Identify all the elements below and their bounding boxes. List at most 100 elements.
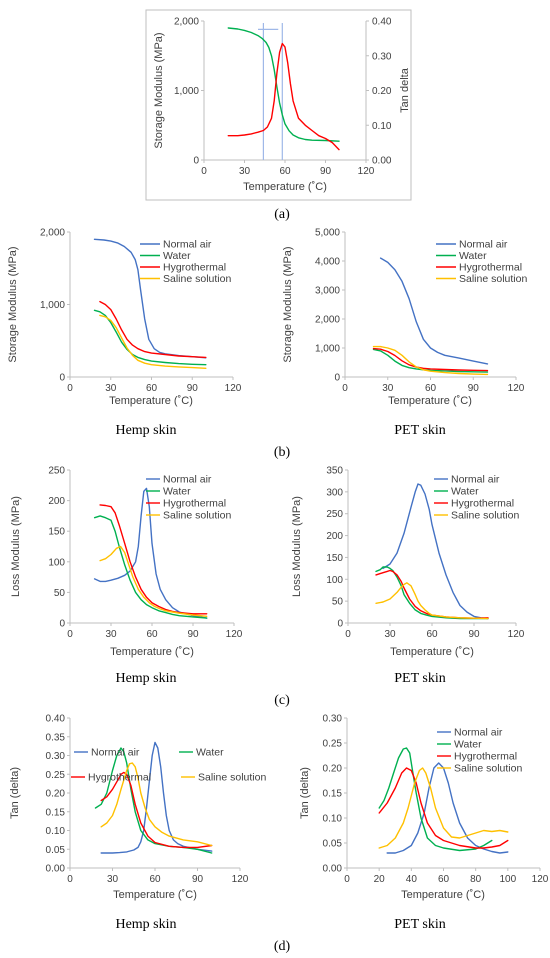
- legend-label: Normal air: [163, 474, 212, 486]
- chart-c-hemp: 0 30 60 90 120 0 50 100 150 200 250 Temperature (˚C…: [10, 466, 243, 659]
- x-tick-label: 120: [225, 383, 242, 394]
- y-tick-label: 4,000: [315, 257, 340, 268]
- y-tick-label: 150: [48, 527, 65, 538]
- x-tick-label: 30: [382, 383, 394, 394]
- x-tick-label: 60: [146, 383, 158, 394]
- caption-c: (c): [274, 693, 290, 708]
- y2-tick-label: 0.00: [372, 156, 392, 167]
- x-tick-label: 80: [470, 874, 482, 885]
- series-water-line: [227, 27, 340, 142]
- x-tick-label: 120: [508, 629, 525, 640]
- y-tick-label: 1,000: [315, 344, 340, 355]
- x-tick-label: 60: [149, 874, 161, 885]
- x-tick-label: 60: [438, 874, 450, 885]
- x-tick-label: 100: [499, 874, 516, 885]
- y-axis-label: Storage Modulus (MPa): [7, 246, 19, 362]
- y-tick-label: 50: [54, 588, 66, 599]
- legend-label: Water: [459, 250, 487, 262]
- x-tick-label: 20: [374, 874, 386, 885]
- y-tick-label: 0.35: [46, 732, 66, 743]
- y-tick-label: 0: [193, 156, 199, 167]
- y-tick-label: 0: [337, 619, 343, 630]
- y-tick-label: 1,000: [40, 300, 65, 311]
- x-tick-label: 90: [187, 383, 199, 394]
- legend-label: Hygrothermal: [451, 498, 514, 510]
- x-tick-label: 60: [146, 629, 158, 640]
- legend-label: Normal air: [163, 239, 212, 251]
- series-hygrothermal-line: [99, 300, 207, 359]
- y-tick-label: 350: [326, 466, 343, 477]
- series-normal-air-line: [386, 762, 509, 854]
- y-tick-label: 0: [59, 619, 65, 630]
- x-axis-label: Temperature (˚C): [113, 889, 197, 901]
- legend-label: Water: [454, 739, 482, 751]
- x-tick-label: 60: [426, 629, 438, 640]
- y-tick-label: 0.25: [46, 770, 66, 781]
- y-tick-label: 100: [326, 575, 343, 586]
- legend-label: Water: [163, 250, 191, 262]
- x-tick-label: 30: [105, 383, 117, 394]
- chart-b-pet: 0 30 60 90 120 0 1,000 2,000 3,000 4,000 5,000 Temp…: [282, 228, 527, 408]
- y-tick-label: 0.25: [323, 739, 343, 750]
- caption-c-pet: PET skin: [394, 671, 445, 686]
- y2-tick-label: 0.40: [372, 17, 392, 28]
- x-tick-label: 90: [468, 383, 480, 394]
- series-water-line: [372, 348, 489, 373]
- y-tick-label: 0.20: [46, 789, 66, 800]
- chart-d-hemp: 0 30 60 90 120 0.00 0.05 0.10 0.15 0.20 0.25 0.30 0.…: [9, 714, 266, 902]
- x-tick-label: 0: [344, 874, 350, 885]
- series-saline-solution-line: [100, 762, 213, 847]
- series-water-line: [375, 566, 489, 620]
- y-tick-label: 200: [326, 531, 343, 542]
- y-tick-label: 300: [326, 487, 343, 498]
- legend-label: Saline solution: [451, 510, 519, 522]
- y-tick-label: 0.10: [323, 814, 343, 825]
- chart-d-pet: 0 20 40 60 80 100 120 0.00 0.05 0.10 0.15 0.20 0.25 0…: [299, 714, 549, 902]
- legend-label: Water: [196, 747, 224, 759]
- x-axis-label: Temperature (˚C): [110, 646, 194, 658]
- x-tick-label: 90: [192, 874, 204, 885]
- x-tick-label: 0: [345, 629, 351, 640]
- y-axis-label: Tan (delta): [9, 767, 21, 819]
- series-hygrothermal-line: [378, 767, 509, 849]
- series-normal-air-line: [100, 741, 213, 854]
- legend-label: Hygrothermal: [163, 498, 226, 510]
- legend-label: Hygrothermal: [163, 262, 226, 274]
- y-tick-label: 3,000: [315, 286, 340, 297]
- caption-d-pet: PET skin: [394, 917, 445, 932]
- x-tick-label: 120: [532, 874, 549, 885]
- caption-d: (d): [274, 939, 291, 954]
- legend-label: Saline solution: [163, 273, 231, 285]
- x-tick-label: 0: [67, 874, 73, 885]
- y-tick-label: 5,000: [315, 228, 340, 239]
- x-tick-label: 30: [105, 629, 117, 640]
- y-tick-label: 2,000: [40, 228, 65, 239]
- legend-label: Normal air: [454, 727, 503, 739]
- series-normal-air-line: [379, 257, 489, 365]
- x-tick-label: 90: [468, 629, 480, 640]
- x-tick-label: 120: [226, 629, 243, 640]
- caption-c-hemp: Hemp skin: [115, 671, 176, 686]
- legend-label: Normal air: [459, 239, 508, 251]
- chart-b-hemp: 0 30 60 90 120 0 1,000 2,000 Temperature (˚C) Sto…: [7, 228, 242, 408]
- panel-a-frame: [145, 9, 412, 201]
- caption-d-hemp: Hemp skin: [115, 917, 176, 932]
- y-tick-label: 0: [334, 373, 340, 384]
- series-normal-air-line: [382, 483, 489, 620]
- x-tick-label: 0: [201, 166, 207, 177]
- x-tick-label: 60: [425, 383, 437, 394]
- x-tick-label: 0: [342, 383, 348, 394]
- y-axis-label: Loss Modulus (MPa): [291, 496, 303, 597]
- series-hygrothermal-line: [372, 347, 489, 372]
- y-tick-label: 250: [48, 466, 65, 477]
- series-saline-solution-line: [99, 545, 208, 617]
- caption-b: (b): [274, 445, 291, 460]
- legend-label: Saline solution: [459, 273, 527, 285]
- legend-label: Saline solution: [454, 763, 522, 775]
- y-tick-label: 0.15: [46, 807, 66, 818]
- y-tick-label: 0.00: [323, 864, 343, 875]
- y2-tick-label: 0.10: [372, 121, 392, 132]
- y-tick-label: 0.15: [323, 789, 343, 800]
- series-hygrothermal-line: [100, 771, 213, 849]
